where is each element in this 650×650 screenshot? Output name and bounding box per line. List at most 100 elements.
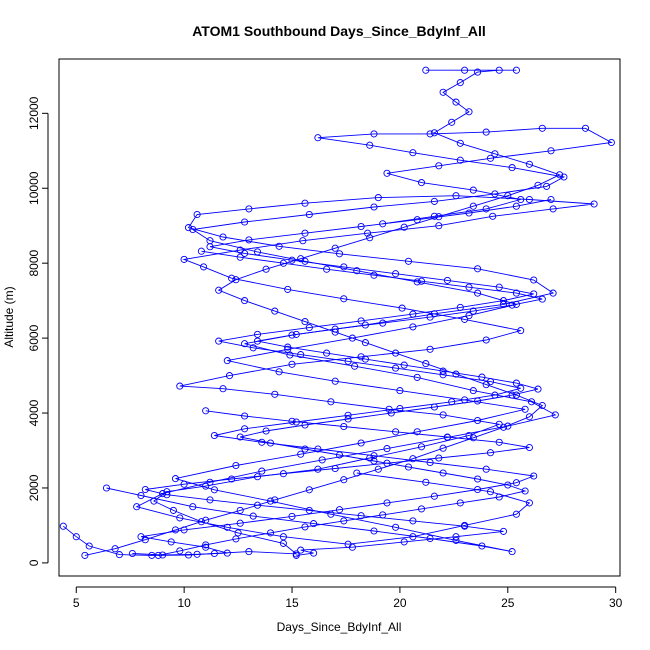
data-point	[392, 270, 400, 278]
data-point	[266, 497, 275, 505]
y-tick-label: 6000	[27, 324, 41, 351]
data-point	[417, 277, 426, 285]
data-point	[279, 470, 287, 478]
data-point	[404, 463, 413, 471]
data-point	[430, 129, 438, 137]
data-point	[331, 325, 339, 333]
data-point	[426, 458, 434, 467]
data-point	[547, 195, 555, 204]
data-point	[398, 304, 406, 312]
data-point	[301, 318, 309, 326]
data-point	[137, 533, 145, 541]
data-point	[370, 203, 378, 211]
data-point	[482, 128, 490, 136]
x-tick-label: 20	[393, 596, 407, 610]
data-point	[534, 181, 542, 189]
data-point	[351, 362, 359, 370]
data-point	[184, 224, 193, 232]
data-point	[262, 427, 270, 435]
data-point	[72, 533, 80, 541]
data-point	[357, 512, 365, 520]
data-point	[279, 539, 287, 547]
data-point	[249, 512, 257, 520]
data-point	[435, 222, 443, 230]
data-series	[102, 124, 615, 556]
data-point	[176, 382, 184, 390]
data-point	[193, 210, 201, 219]
data-point	[426, 345, 434, 353]
data-point	[517, 195, 525, 204]
data-point	[241, 425, 249, 433]
data-point	[241, 218, 249, 226]
data-point	[241, 412, 249, 420]
data-point	[219, 385, 227, 393]
data-point	[469, 434, 477, 442]
data-point	[549, 205, 557, 213]
data-point	[508, 548, 516, 556]
data-point	[340, 422, 348, 431]
data-series	[154, 247, 546, 559]
data-point	[517, 327, 525, 335]
data-point	[353, 267, 361, 275]
data-point	[357, 317, 365, 325]
data-point	[489, 212, 497, 220]
data-point	[452, 536, 460, 544]
data-point	[512, 379, 520, 387]
y-tick-label: 2000	[27, 474, 41, 501]
data-point	[474, 397, 482, 405]
data-point	[521, 405, 529, 413]
data-point	[262, 265, 270, 273]
data-point	[413, 216, 421, 224]
data-point	[465, 312, 473, 320]
data-point	[392, 364, 400, 372]
data-point	[288, 256, 296, 264]
data-point	[335, 506, 344, 514]
data-point	[482, 465, 490, 473]
data-point	[486, 488, 495, 496]
x-axis: 5 10 15 20 25 30	[73, 586, 623, 610]
data-point	[323, 349, 331, 357]
data-point	[202, 541, 210, 549]
y-tick-label: 10000	[27, 171, 41, 205]
data-point	[374, 194, 382, 202]
data-point	[310, 549, 318, 557]
data-point	[452, 370, 460, 378]
data-point	[253, 330, 262, 338]
data-point	[305, 486, 313, 494]
data-point	[197, 518, 205, 526]
data-point	[297, 546, 305, 554]
data-point	[607, 138, 615, 147]
data-point	[409, 149, 417, 157]
data-point	[228, 475, 236, 483]
data-point	[404, 257, 413, 265]
data-point	[184, 551, 193, 559]
data-point	[344, 411, 352, 419]
data-point	[366, 141, 374, 149]
data-point	[331, 464, 339, 473]
data-point	[206, 243, 214, 251]
data-point	[443, 433, 451, 441]
data-point	[206, 496, 214, 504]
data-point	[469, 186, 477, 194]
data-point	[430, 492, 438, 500]
data-point	[530, 276, 538, 284]
data-point	[159, 490, 167, 498]
data-point	[392, 349, 400, 357]
data-point	[335, 451, 344, 459]
data-point	[379, 319, 387, 327]
data-point	[219, 233, 227, 241]
data-point	[271, 307, 279, 315]
data-point	[215, 286, 223, 294]
chart-title: ATOM1 Southbound Days_Since_BdyInf_All	[192, 23, 486, 39]
data-point	[474, 265, 482, 273]
data-point	[581, 124, 590, 132]
data-point	[525, 443, 533, 452]
data-point	[234, 529, 242, 537]
data-point	[461, 522, 469, 530]
data-point	[512, 289, 520, 297]
data-point	[323, 265, 331, 273]
data-point	[241, 249, 249, 257]
data-point	[456, 79, 464, 87]
data-point	[443, 276, 451, 284]
data-point	[102, 484, 111, 492]
